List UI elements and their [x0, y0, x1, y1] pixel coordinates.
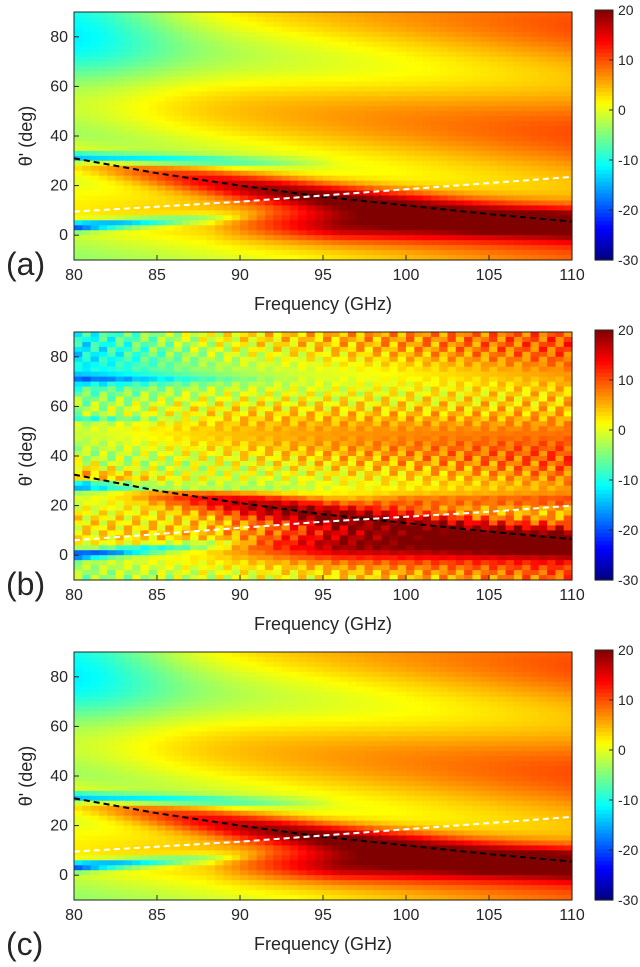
x-axis-label: Frequency (GHz) [254, 934, 392, 954]
heatmap-field [74, 652, 573, 901]
x-tick-label: 90 [231, 267, 249, 284]
colorbar-tick-label: -10 [618, 792, 638, 808]
x-tick-label: 105 [476, 267, 503, 284]
colorbar-tick-label: 10 [618, 372, 634, 388]
y-tick-label: 80 [50, 29, 68, 46]
y-tick-label: 60 [50, 718, 68, 735]
x-tick-label: 90 [231, 587, 249, 604]
y-tick-label: 40 [50, 448, 68, 465]
x-tick-label: 95 [314, 907, 332, 924]
colorbar-tick-label: -20 [618, 202, 638, 218]
colorbar-tick-label: 0 [618, 102, 626, 118]
colorbar-tick-label: 20 [618, 2, 634, 18]
x-tick-label: 90 [231, 907, 249, 924]
panel-label: (a) [6, 246, 45, 282]
x-tick-label: 85 [148, 267, 166, 284]
colorbar-tick-label: 0 [618, 742, 626, 758]
colorbar-tick-label: -30 [618, 892, 638, 908]
dashed-curve-black [73, 797, 573, 863]
colorbar-tick-label: 0 [618, 422, 626, 438]
x-tick-label: 105 [476, 907, 503, 924]
dashed-curve-black [73, 473, 573, 541]
panel-label: (c) [6, 926, 43, 962]
y-tick-label: 0 [59, 547, 68, 564]
colorbar-tick-label: 10 [618, 52, 634, 68]
colorbar-tick-label: -20 [618, 522, 638, 538]
colorbar-tick-label: -30 [618, 572, 638, 588]
x-tick-label: 110 [559, 907, 585, 924]
x-tick-label: 100 [393, 267, 420, 284]
dashed-curve-black [73, 157, 573, 223]
y-axis-label: θ' (deg) [16, 106, 36, 166]
y-tick-label: 20 [50, 818, 68, 835]
x-tick-label: 85 [148, 907, 166, 924]
y-tick-label: 40 [50, 768, 68, 785]
dashed-curve-white [73, 175, 573, 213]
panel-label: (b) [6, 566, 45, 602]
x-tick-label: 80 [65, 907, 83, 924]
colorbar: 20 10 0 -10 -20 -30 [594, 2, 638, 268]
y-tick-label: 60 [50, 398, 68, 415]
colorbar-tick-label: 20 [618, 642, 634, 658]
y-tick-label: 40 [50, 128, 68, 145]
x-tick-label: 80 [65, 267, 83, 284]
x-tick-label: 95 [314, 267, 332, 284]
y-tick-label: 0 [59, 867, 68, 884]
x-tick-label: 110 [559, 267, 585, 284]
colorbar-tick-label: 20 [618, 322, 634, 338]
x-axis-label: Frequency (GHz) [254, 614, 392, 634]
y-axis-label: θ' (deg) [16, 426, 36, 486]
x-tick-label: 95 [314, 587, 332, 604]
heatmap-field [74, 332, 573, 581]
dashed-curve-white [73, 504, 573, 542]
colorbar-tick-label: 10 [618, 692, 634, 708]
y-tick-label: 20 [50, 178, 68, 195]
heatmap-field [74, 12, 573, 261]
colorbar-tick-label: -10 [618, 472, 638, 488]
colorbar: 20 10 0 -10 -20 -30 [594, 642, 638, 908]
y-tick-label: 60 [50, 78, 68, 95]
x-tick-label: 110 [559, 587, 585, 604]
colorbar: 20 10 0 -10 -20 -30 [594, 322, 638, 588]
colorbar-tick-label: -30 [618, 252, 638, 268]
x-axis-label: Frequency (GHz) [254, 294, 392, 314]
y-tick-label: 80 [50, 669, 68, 686]
x-tick-label: 105 [476, 587, 503, 604]
x-tick-label: 100 [393, 907, 420, 924]
y-tick-label: 0 [59, 227, 68, 244]
x-tick-label: 85 [148, 587, 166, 604]
y-tick-label: 20 [50, 498, 68, 515]
dashed-curve-white [73, 815, 573, 853]
x-tick-label: 100 [393, 587, 420, 604]
y-axis-label: θ' (deg) [16, 746, 36, 806]
x-tick-label: 80 [65, 587, 83, 604]
colorbar-tick-label: -10 [618, 152, 638, 168]
colorbar-tick-label: -20 [618, 842, 638, 858]
y-tick-label: 80 [50, 349, 68, 366]
